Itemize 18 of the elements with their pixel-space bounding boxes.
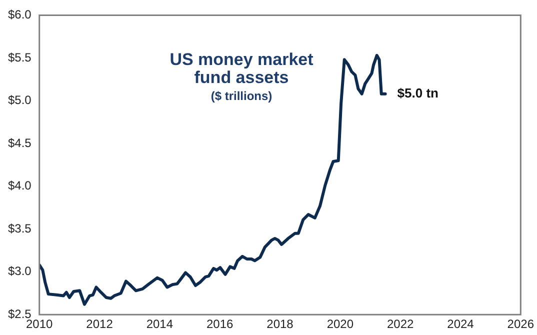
y-tick-label: $6.0 — [8, 8, 32, 22]
x-tick-label: 2014 — [146, 317, 174, 332]
x-tick-label: 2016 — [206, 317, 234, 332]
annotation: $5.0 tn — [397, 85, 439, 100]
x-tick-label: 2026 — [507, 317, 534, 332]
x-tick-label: 2022 — [386, 317, 414, 332]
text: US money market fund assets — [170, 50, 314, 88]
y-tick-label: $3.0 — [8, 264, 32, 278]
y-tick-label: $5.5 — [8, 50, 32, 64]
y-tick-label: $3.5 — [8, 221, 32, 236]
y-tick-label: $4.5 — [8, 136, 32, 150]
y-tick-label: $5.0 — [8, 93, 32, 108]
text: ($ trillions) — [210, 89, 272, 104]
x-tick-label: 2024 — [447, 317, 474, 332]
x-tick-label: 2020 — [326, 317, 354, 332]
x-tick-label: 2018 — [266, 317, 294, 332]
y-tick-label: $4.0 — [8, 178, 32, 193]
x-tick-label: 2012 — [86, 317, 114, 332]
